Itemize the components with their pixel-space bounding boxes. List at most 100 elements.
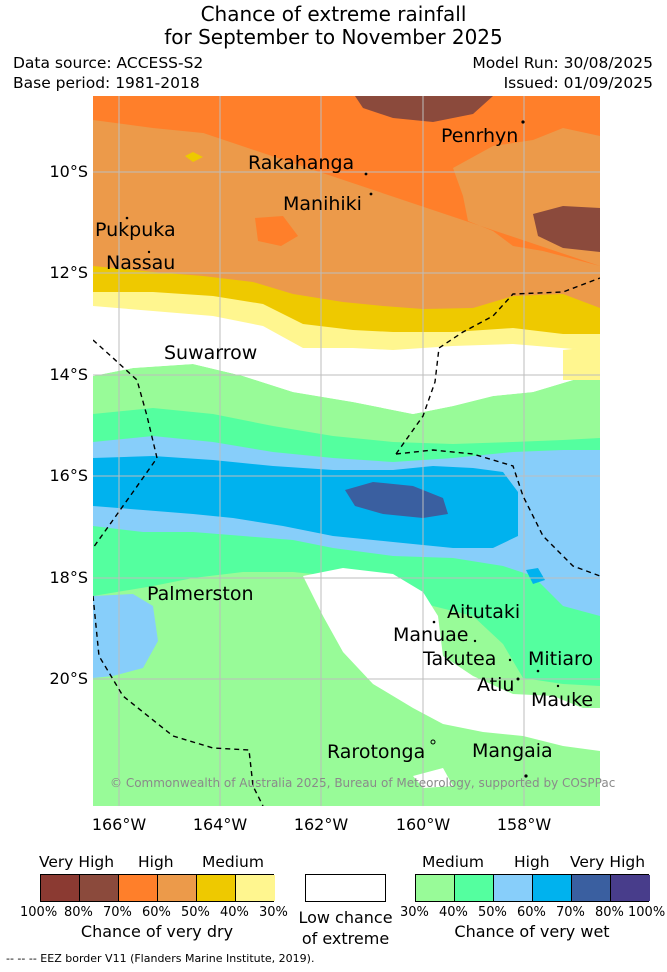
wet-60-70-region [93, 456, 518, 548]
dry-swatch-80-100 [41, 875, 80, 901]
wet-swatch-80-100 [611, 875, 650, 901]
wet-pct-80: 80% [595, 905, 624, 920]
dry-pct-30: 30% [259, 905, 288, 920]
wet-swatch-40-50 [455, 875, 494, 901]
lat-tick-18s: 18°S [49, 568, 88, 587]
wet-60-70-patch [526, 568, 545, 584]
dry-50-60-patch [185, 152, 203, 162]
low-chance-caption-line1: Low chance [298, 908, 393, 927]
wet-legend-caption: Chance of very wet [454, 922, 610, 941]
dry-30-40-patch [563, 346, 600, 380]
place-label-mauke: Mauke [531, 689, 594, 711]
map-title: Chance of extreme rainfall [200, 2, 467, 26]
island-marker-mitiaro [536, 669, 540, 673]
dry-colorbar [40, 874, 275, 902]
wet-legend-high: High [514, 853, 550, 871]
wet-legend-very-high: Very High [570, 853, 646, 871]
dry-swatch-60-70 [119, 875, 158, 901]
place-label-rarotonga: Rarotonga [327, 741, 426, 763]
lon-tick-164w: 164°W [192, 815, 248, 834]
lat-tick-20s: 20°S [49, 669, 88, 688]
island-marker-atiu [516, 677, 520, 681]
wet-pct-100: 100% [628, 905, 666, 920]
place-label-manihiki: Manihiki [283, 193, 362, 215]
dry-legend-very-high: Very High [39, 853, 115, 871]
dry-pct-100: 100% [20, 905, 58, 920]
wet-50-60-patch [93, 594, 158, 678]
lat-tick-14s: 14°S [49, 365, 88, 384]
place-label-suwarrow: Suwarrow [164, 342, 258, 364]
place-label-rakahanga: Rakahanga [248, 152, 355, 174]
island-marker-nassau [147, 250, 151, 254]
low-chance-swatch [305, 874, 386, 902]
eez-footnote: -- -- -- EEZ border V11 (Flanders Marine… [6, 952, 315, 965]
place-label-takutea: Takutea [423, 648, 497, 670]
place-label-nassau: Nassau [106, 252, 176, 274]
lon-tick-162w: 162°W [293, 815, 349, 834]
island-marker-pukpuka [125, 216, 129, 220]
wet-swatch-60-70 [533, 875, 572, 901]
dry-pct-70: 70% [103, 905, 132, 920]
lat-tick-16s: 16°S [49, 466, 88, 485]
issued-date: Issued: 01/09/2025 [503, 74, 653, 92]
dry-70-80-patch [255, 216, 298, 246]
dry-swatch-50-60 [158, 875, 197, 901]
place-label-mitiaro: Mitiaro [528, 648, 594, 670]
wet-pct-60: 60% [517, 905, 546, 920]
wet-pct-40: 40% [439, 905, 468, 920]
island-marker-takutea [508, 658, 512, 662]
lat-tick-12s: 12°S [49, 263, 88, 282]
map-subtitle: for September to November 2025 [164, 25, 503, 49]
wet-70-80-region [345, 482, 448, 518]
dry-pct-50: 50% [181, 905, 210, 920]
place-label-penrhyn: Penrhyn [441, 125, 519, 147]
place-label-manuae: Manuae [393, 624, 469, 646]
island-marker-penrhyn [521, 120, 525, 124]
island-marker-aitutaki [432, 620, 436, 624]
dry-80-100-region [355, 96, 493, 122]
island-marker-mangaia [524, 774, 528, 778]
place-label-palmerston: Palmerston [147, 583, 254, 605]
lon-tick-160w: 160°W [395, 815, 451, 834]
wet-swatch-70-80 [572, 875, 611, 901]
lat-tick-10s: 10°S [49, 162, 88, 181]
island-marker-manuae [473, 639, 477, 643]
dry-swatch-70-80 [80, 875, 119, 901]
lon-tick-158w: 158°W [496, 815, 552, 834]
wet-colorbar [415, 874, 650, 902]
model-run: Model Run: 30/08/2025 [472, 54, 653, 72]
dry-legend-medium: Medium [202, 853, 264, 871]
dry-80-100-patch [533, 206, 600, 252]
low-chance-region-south [303, 568, 600, 751]
wet-legend-medium: Medium [422, 853, 484, 871]
lon-tick-166w: 166°W [91, 815, 147, 834]
data-source: Data source: ACCESS-S2 [13, 54, 204, 72]
place-label-mangaia: Mangaia [472, 740, 553, 762]
graticule [93, 96, 600, 806]
base-period: Base period: 1981-2018 [13, 74, 200, 92]
rainfall-map [93, 96, 600, 806]
island-markers [125, 120, 560, 778]
wet-swatch-50-60 [494, 875, 533, 901]
island-marker-rakahanga [364, 172, 368, 176]
eez-border [93, 277, 600, 806]
wet-pct-50: 50% [478, 905, 507, 920]
wet-pct-70: 70% [556, 905, 585, 920]
place-label-aitutaki: Aitutaki [447, 601, 521, 623]
place-label-atiu: Atiu [477, 674, 515, 696]
dry-legend-caption: Chance of very dry [80, 922, 234, 941]
island-marker-mauke [556, 684, 560, 688]
dry-legend-high: High [138, 853, 174, 871]
wet-pct-30: 30% [400, 905, 429, 920]
wet-swatch-30-40 [416, 875, 455, 901]
low-chance-caption-line2: of extreme [301, 929, 390, 948]
island-marker-rarotonga [430, 739, 436, 745]
copyright-notice: © Commonwealth of Australia 2025, Bureau… [110, 776, 616, 790]
place-label-pukpuka: Pukpuka [95, 219, 176, 241]
dry-pct-80: 80% [64, 905, 93, 920]
island-marker-manihiki [369, 192, 373, 196]
dry-pct-40: 40% [220, 905, 249, 920]
dry-swatch-30-40 [236, 875, 275, 901]
dry-pct-60: 60% [142, 905, 171, 920]
dry-swatch-40-50 [197, 875, 236, 901]
